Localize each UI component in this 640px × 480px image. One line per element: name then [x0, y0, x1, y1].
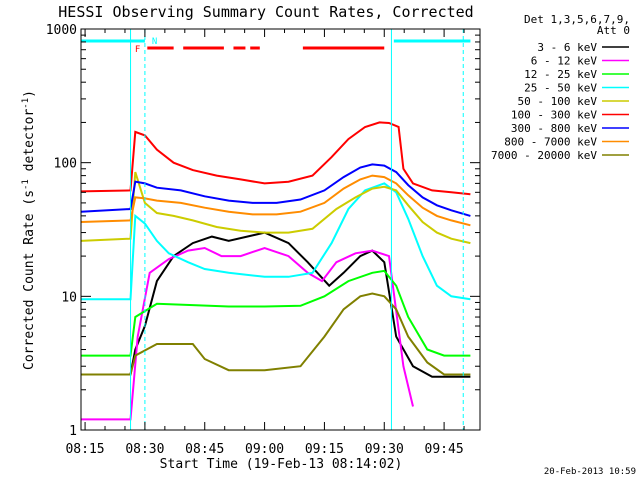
series-line-8: [81, 292, 471, 376]
legend-header-0: Det 1,3,5,6,7,9,: [524, 13, 630, 26]
legend-label-2: 12 - 25 keV: [524, 68, 597, 81]
legend-label-1: 6 - 12 keV: [531, 55, 598, 68]
legend-header-1: Att 0: [597, 24, 630, 37]
x-tick-label-6: 09:45: [425, 442, 464, 457]
y-axis-label: Corrected Count Rate (s-1 detector-1): [21, 90, 37, 370]
series-line-3: [81, 182, 471, 301]
legend-label-3: 25 - 50 keV: [524, 82, 597, 95]
plot-frame: [80, 28, 481, 431]
y-axis-label-main: Corrected Count Rate (s: [22, 190, 37, 370]
x-tick-label-2: 08:45: [185, 442, 224, 457]
x-tick-label-1: 08:30: [125, 442, 164, 457]
series-line-6: [80, 163, 471, 217]
legend-label-8: 7000 - 20000 keV: [491, 149, 597, 162]
y-tick-label-3: 1000: [46, 23, 77, 38]
legend-label-5: 100 - 300 keV: [511, 109, 597, 122]
flag-label-F: F: [135, 45, 140, 55]
y-axis-label-sup1: -1: [21, 179, 31, 190]
y-axis-label-end: ): [22, 90, 37, 98]
series-line-0: [81, 231, 471, 378]
y-tick-label-1: 10: [61, 290, 77, 305]
series-line-4: [80, 171, 471, 245]
series-line-2: [81, 269, 471, 357]
legend-label-4: 50 - 100 keV: [518, 95, 598, 108]
x-axis: 08:15 08:30 08:45 09:00 09:15 09:30 09:45: [65, 29, 465, 457]
y-axis: 1 10 100 1000: [46, 23, 480, 439]
x-tick-label-5: 09:30: [365, 442, 404, 457]
plot-marks: NF: [80, 29, 471, 430]
legend-label-6: 300 - 800 keV: [511, 122, 597, 135]
footer-timestamp: 20-Feb-2013 10:59: [544, 467, 636, 477]
series-line-1: [81, 246, 414, 421]
x-tick-label-3: 09:00: [245, 442, 284, 457]
legend-label-0: 3 - 6 keV: [537, 41, 597, 54]
legend-label-7: 800 - 7000 keV: [504, 136, 597, 149]
y-tick-label-2: 100: [54, 157, 77, 172]
y-tick-label-0: 1: [69, 424, 77, 439]
y-axis-label-sup2: -1: [21, 98, 31, 109]
series-line-5: [80, 121, 471, 196]
x-tick-label-0: 08:15: [65, 442, 104, 457]
series-line-7: [80, 174, 471, 227]
flag-label-N: N: [152, 37, 157, 47]
y-axis-label-mid: detector: [22, 109, 37, 180]
x-axis-label: Start Time (19-Feb-13 08:14:02): [160, 457, 403, 472]
chart-title: HESSI Observing Summary Count Rates, Cor…: [58, 3, 473, 21]
x-tick-label-4: 09:15: [305, 442, 344, 457]
